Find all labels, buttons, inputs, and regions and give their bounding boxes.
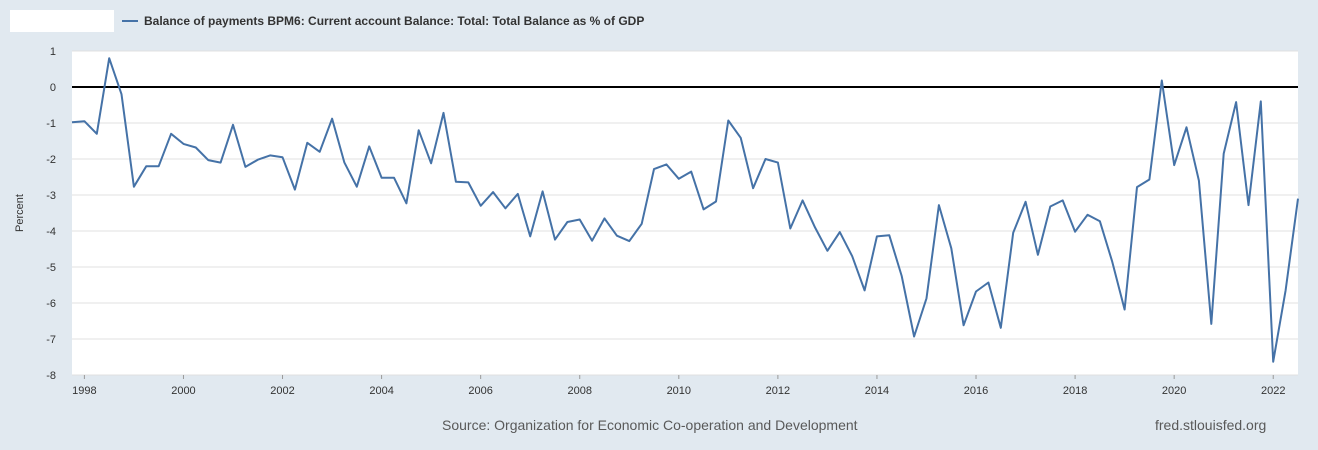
chart-header-box	[10, 10, 114, 32]
y-tick-label: 0	[50, 82, 56, 94]
y-tick-label: 1	[50, 46, 56, 58]
legend-swatch	[122, 20, 138, 22]
x-tick-label: 2018	[1063, 385, 1087, 397]
y-tick-label: -1	[46, 118, 56, 130]
x-tick-label: 2020	[1162, 385, 1186, 397]
x-tick-label: 1998	[72, 385, 96, 397]
x-tick-label: 2012	[766, 385, 790, 397]
brand-link[interactable]: fred.stlouisfed.org	[1155, 417, 1267, 433]
x-tick-label: 2010	[667, 385, 691, 397]
legend-label: Balance of payments BPM6: Current accoun…	[144, 14, 645, 28]
x-tick-label: 2002	[270, 385, 294, 397]
y-axis-ticks: 1 0 -1 -2 -3 -4 -5 -6 -7 -8	[46, 46, 56, 382]
y-tick-label: -6	[46, 298, 56, 310]
y-tick-label: -3	[46, 190, 56, 202]
plot-area	[72, 51, 1298, 375]
y-tick-label: -5	[46, 262, 56, 274]
x-tick-label: 2016	[964, 385, 988, 397]
x-axis-ticks: 1998 2000 2002 2004 2006 2008 2010 2012 2014 2016…	[72, 375, 1285, 397]
x-tick-label: 2022	[1261, 385, 1285, 397]
x-tick-label: 2004	[369, 385, 393, 397]
y-tick-label: -7	[46, 334, 56, 346]
y-tick-label: -2	[46, 154, 56, 166]
line-chart: 1 0 -1 -2 -3 -4 -5 -6 -7 -8 1998 2000 2002 2004 2006 2…	[14, 46, 1299, 397]
y-tick-label: -4	[46, 226, 56, 238]
x-tick-label: 2000	[171, 385, 195, 397]
legend[interactable]: Balance of payments BPM6: Current accoun…	[122, 12, 644, 30]
source-note: Source: Organization for Economic Co-ope…	[442, 417, 858, 433]
series-line[interactable]	[71, 57, 1299, 363]
x-tick-label: 2014	[865, 385, 889, 397]
x-tick-label: 2006	[468, 385, 492, 397]
y-tick-label: -8	[46, 370, 56, 382]
y-axis-label: Percent	[14, 194, 26, 232]
x-tick-label: 2008	[567, 385, 591, 397]
